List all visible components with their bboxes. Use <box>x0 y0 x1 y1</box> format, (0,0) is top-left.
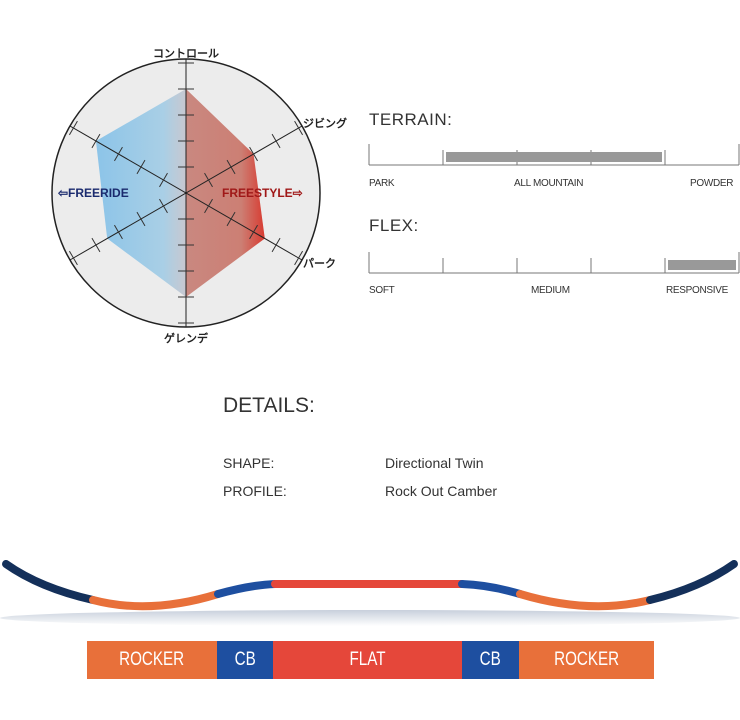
scale-fill <box>446 152 662 162</box>
radar-area-freestyle <box>186 89 265 297</box>
radar-tick <box>136 211 146 227</box>
shape-key: SHAPE: <box>223 455 275 471</box>
radar-tick <box>226 159 236 175</box>
scale-fill <box>668 260 736 270</box>
radar-area-freeride <box>95 89 186 297</box>
flex-label-soft: SOFT <box>369 285 395 296</box>
profile-segment-cb: CB <box>217 641 273 679</box>
radar-tick <box>249 146 258 162</box>
flex-label-medium: MEDIUM <box>531 285 570 296</box>
flex-scale <box>368 252 740 274</box>
radar-chart <box>51 58 321 328</box>
radar-axis-label: コントロール <box>153 48 219 60</box>
radar-tick <box>91 237 101 253</box>
rocker-right <box>516 590 654 611</box>
tip-tail <box>646 560 738 604</box>
terrain-label-powder: POWDER <box>690 178 734 189</box>
terrain-label-park: PARK <box>369 178 395 189</box>
freestyle-label: FREESTYLE⇨ <box>222 186 303 200</box>
radar-tick <box>68 250 78 266</box>
profile-key: PROFILE: <box>223 483 287 499</box>
radar-tick <box>159 172 168 188</box>
profile-segment-rocker: ROCKER <box>519 641 654 679</box>
radar-tick <box>271 133 281 149</box>
profile-segment-label: ROCKER <box>119 649 185 670</box>
tip-nose <box>2 560 97 604</box>
radar-tick <box>114 146 123 162</box>
flex-title: FLEX: <box>369 216 419 235</box>
radar-tick <box>114 224 123 240</box>
profile-segment-label: ROCKER <box>553 649 620 670</box>
radar-tick <box>159 198 168 214</box>
radar-axis-label: ゲレンデ <box>164 333 208 345</box>
radar-tick <box>249 224 258 240</box>
profile-segment-label: CB <box>234 649 256 670</box>
freeride-label: ⇦FREERIDE <box>58 186 129 200</box>
radar-axis-label: パーク <box>303 258 336 270</box>
radar-tick <box>294 250 304 266</box>
radar-tick <box>91 133 101 149</box>
profile-segment-cb: CB <box>462 641 519 679</box>
board-profile-illustration <box>0 560 740 626</box>
radar-tick <box>204 198 213 214</box>
radar-tick <box>226 211 236 227</box>
profile-segment-rocker: ROCKER <box>87 641 217 679</box>
radar-tick <box>204 172 213 188</box>
profile-value: Rock Out Camber <box>385 483 498 499</box>
terrain-scale <box>368 144 740 166</box>
terrain-title: TERRAIN: <box>369 110 453 129</box>
details-title: DETAILS: <box>223 394 315 417</box>
camber-left <box>214 580 279 598</box>
radar-tick <box>271 237 281 253</box>
profile-segment-label: CB <box>479 649 502 670</box>
shape-value: Directional Twin <box>385 455 484 471</box>
flex-label-responsive: RESPONSIVE <box>666 285 729 296</box>
profile-segment-label: FLAT <box>349 649 386 670</box>
terrain-label-all-mountain: ALL MOUNTAIN <box>514 178 584 189</box>
board-shadow <box>0 610 740 626</box>
rocker-left <box>89 590 222 611</box>
radar-tick <box>294 120 304 136</box>
radar-axis <box>69 125 303 261</box>
radar-tick <box>136 159 146 175</box>
radar-axis-label: ジビング <box>303 118 347 130</box>
radar-tick <box>68 120 78 136</box>
profile-segment-flat: FLAT <box>273 641 462 679</box>
camber-right <box>458 580 524 598</box>
